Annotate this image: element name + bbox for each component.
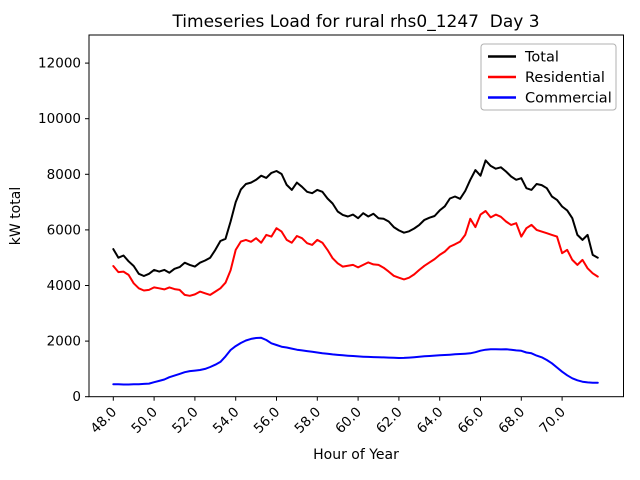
x-tick-label: 56.0	[251, 404, 284, 437]
x-axis-ticks: 48.0 50.0 52.0 54.0 56.0 58.0 60.0 62.0 64.0 66.0…	[88, 396, 569, 437]
plot-border	[88, 34, 624, 398]
total-line	[112, 159, 599, 277]
legend-residential-label: Residential	[525, 70, 605, 86]
x-tick-label: 70.0	[536, 404, 569, 437]
legend-commercial-label: Commercial	[525, 91, 612, 107]
y-tick-label: 0	[72, 389, 81, 405]
x-tick-label: 54.0	[210, 404, 243, 437]
x-tick-label: 52.0	[169, 404, 202, 437]
y-tick-label: 12000	[38, 56, 81, 72]
x-tick-label: 48.0	[88, 404, 121, 437]
x-tick-label: 66.0	[455, 404, 488, 437]
series-lines	[112, 159, 599, 386]
x-tick-label: 50.0	[128, 404, 161, 437]
y-tick-label: 6000	[47, 222, 81, 238]
x-axis-label: Hour of Year	[313, 447, 399, 463]
x-tick-label: 62.0	[373, 404, 406, 437]
x-tick-label: 58.0	[292, 404, 325, 437]
y-tick-label: 4000	[47, 278, 81, 294]
y-tick-label: 10000	[38, 111, 81, 127]
x-tick-label: 68.0	[496, 404, 529, 437]
residential-line	[112, 210, 599, 297]
x-tick-label: 60.0	[332, 404, 365, 437]
legend-box	[480, 43, 617, 111]
legend-total-label: Total	[524, 50, 559, 66]
y-tick-label: 8000	[47, 167, 81, 183]
chart-title: Timeseries Load for rural rhs0_1247 Day …	[171, 12, 539, 32]
commercial-line	[112, 336, 599, 386]
x-tick-label: 64.0	[414, 404, 447, 437]
legend: Total Residential Commercial	[480, 43, 617, 111]
y-axis-label: kW total	[8, 187, 24, 245]
y-tick-label: 2000	[47, 334, 81, 350]
y-axis-ticks: 0 2000 4000 6000 8000 10000 12000	[38, 56, 89, 405]
